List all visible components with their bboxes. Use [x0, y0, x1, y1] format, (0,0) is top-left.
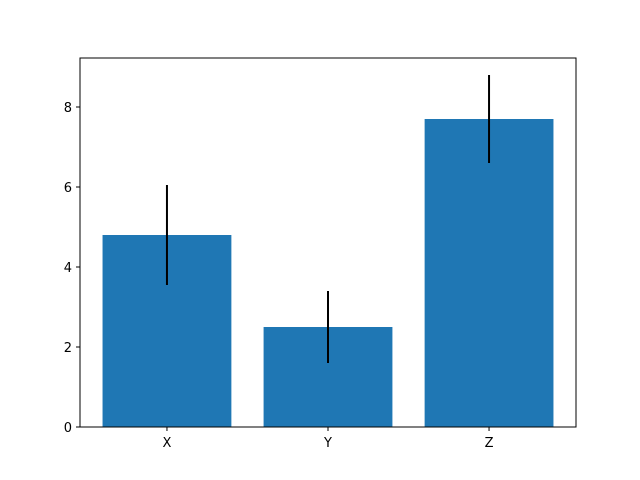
y-tick-label: 8 — [64, 101, 72, 116]
plot-frame — [79, 57, 577, 428]
x-tick-label: Y — [323, 436, 332, 451]
y-tick-label: 2 — [64, 341, 72, 356]
bar — [424, 119, 554, 427]
x-tick-label: Z — [485, 436, 494, 451]
y-tick-label: 4 — [64, 261, 72, 276]
y-tick-label: 0 — [64, 421, 72, 436]
y-tick-label: 6 — [64, 181, 72, 196]
x-tick-label: X — [163, 436, 172, 451]
